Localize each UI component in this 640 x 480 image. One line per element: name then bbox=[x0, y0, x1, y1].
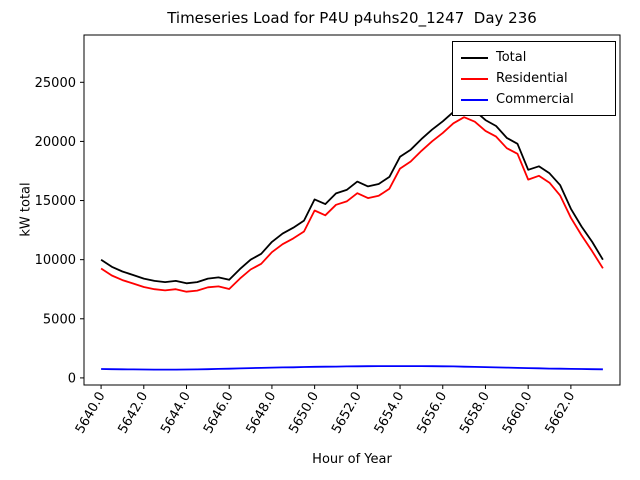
x-tick-label: 5640.0 bbox=[73, 390, 109, 437]
legend-line-residential-icon bbox=[461, 77, 488, 80]
series-line-total bbox=[100, 105, 604, 285]
x-axis-label: Hour of Year bbox=[312, 452, 392, 467]
legend: Total Residential Commercial bbox=[452, 41, 616, 116]
y-tick-label: 20000 bbox=[35, 135, 76, 150]
legend-item-residential: Residential bbox=[461, 68, 607, 89]
series-line-residential bbox=[100, 116, 604, 293]
x-tick-label: 5648.0 bbox=[244, 390, 280, 437]
legend-label-total: Total bbox=[496, 50, 527, 65]
series-line-commercial bbox=[101, 365, 603, 371]
y-tick-label: 10000 bbox=[35, 253, 76, 268]
x-tick-label: 5656.0 bbox=[414, 390, 450, 437]
y-tick-label: 25000 bbox=[35, 76, 76, 91]
x-tick-label: 5654.0 bbox=[372, 390, 408, 437]
x-tick-label: 5662.0 bbox=[543, 390, 579, 437]
x-tick-label: 5652.0 bbox=[329, 390, 365, 437]
y-tick-label: 0 bbox=[68, 371, 76, 386]
legend-item-total: Total bbox=[461, 47, 607, 68]
legend-label-residential: Residential bbox=[496, 71, 568, 86]
x-tick-label: 5658.0 bbox=[457, 390, 493, 437]
legend-label-commercial: Commercial bbox=[496, 92, 574, 107]
y-tick-label: 15000 bbox=[35, 194, 76, 209]
chart-title: Timeseries Load for P4U p4uhs20_1247 Day… bbox=[167, 9, 537, 27]
legend-line-total-icon bbox=[461, 56, 488, 59]
axes-box bbox=[83, 34, 621, 386]
x-tick-label: 5642.0 bbox=[116, 390, 152, 437]
y-axis-label: kW total bbox=[18, 182, 34, 237]
x-tick-label: 5650.0 bbox=[286, 390, 322, 437]
legend-line-commercial-icon bbox=[461, 98, 488, 101]
y-tick-label: 5000 bbox=[43, 312, 76, 327]
legend-item-commercial: Commercial bbox=[461, 89, 607, 110]
x-tick-label: 5660.0 bbox=[500, 390, 536, 437]
x-tick-label: 5644.0 bbox=[158, 390, 194, 437]
x-tick-label: 5646.0 bbox=[201, 390, 237, 437]
